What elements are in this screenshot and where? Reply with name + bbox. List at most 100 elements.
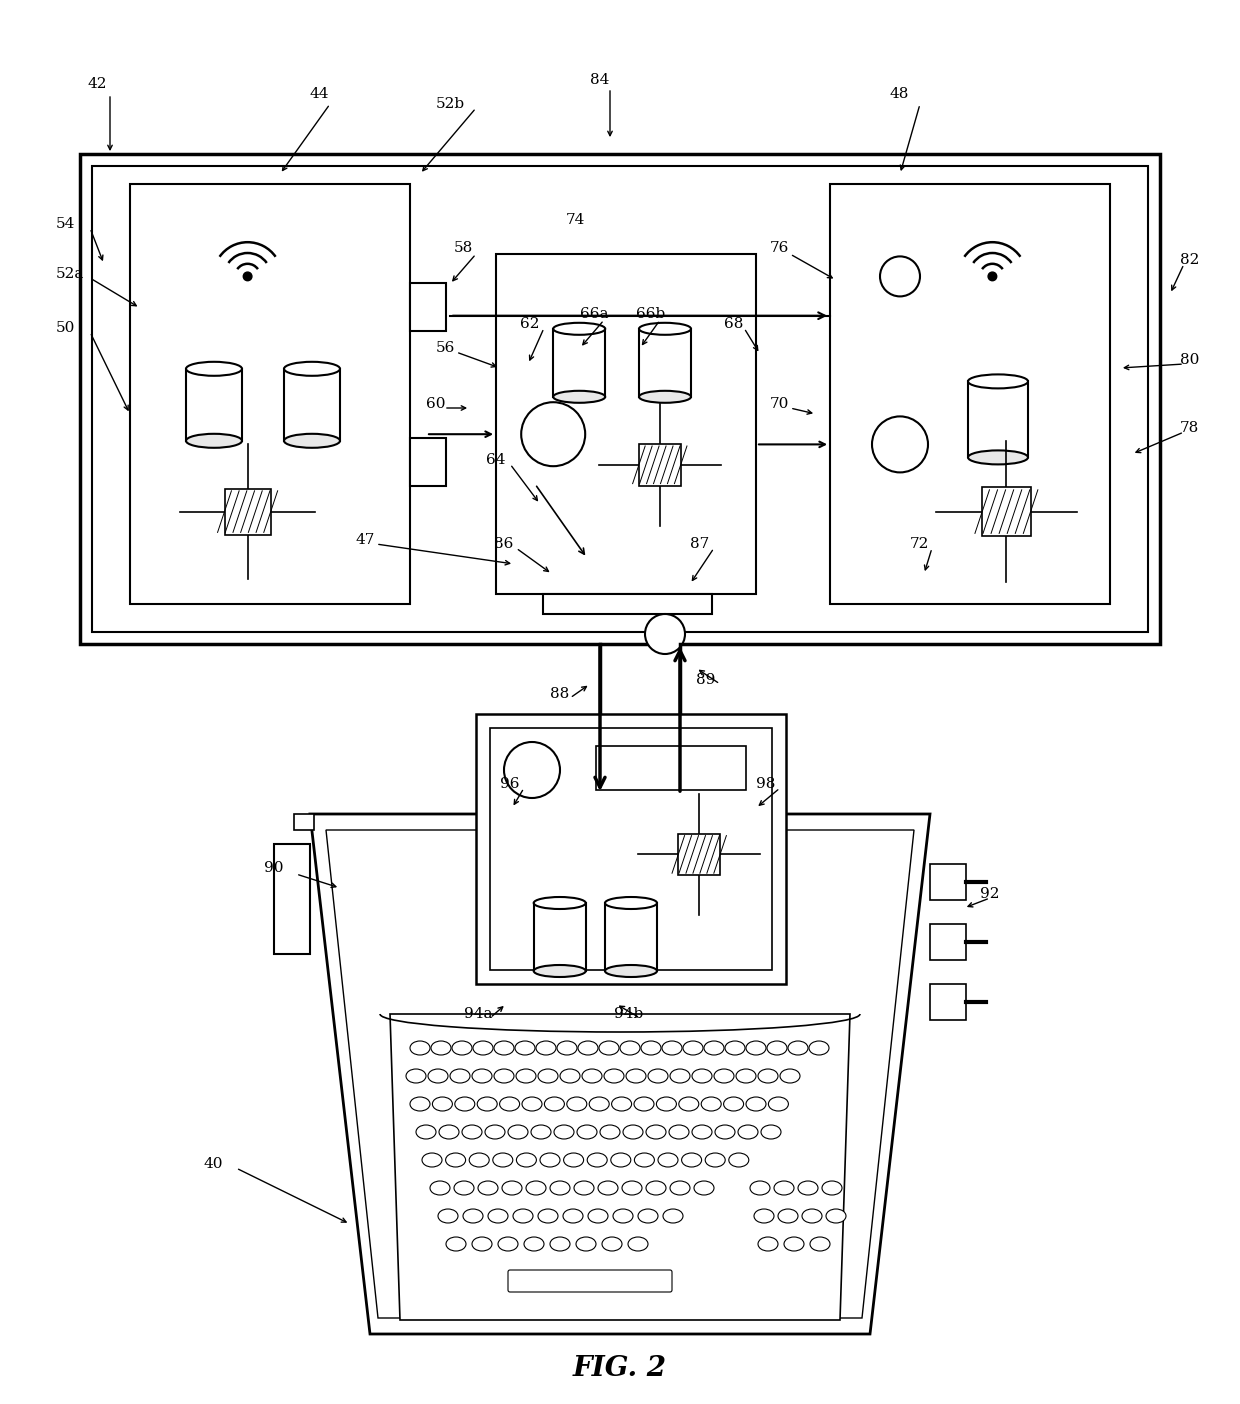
Text: 66a: 66a bbox=[580, 307, 609, 322]
Ellipse shape bbox=[746, 1097, 766, 1111]
Ellipse shape bbox=[492, 1153, 513, 1167]
Bar bbox=[410, 284, 446, 331]
Ellipse shape bbox=[539, 1153, 560, 1167]
Ellipse shape bbox=[186, 434, 242, 448]
Text: 72: 72 bbox=[910, 536, 929, 550]
Ellipse shape bbox=[605, 965, 657, 977]
Ellipse shape bbox=[626, 1068, 646, 1082]
Ellipse shape bbox=[428, 1068, 448, 1082]
Ellipse shape bbox=[538, 1068, 558, 1082]
Circle shape bbox=[243, 272, 252, 281]
Ellipse shape bbox=[692, 1068, 712, 1082]
Ellipse shape bbox=[622, 1181, 642, 1195]
Text: 94b: 94b bbox=[614, 1007, 644, 1021]
Ellipse shape bbox=[472, 1040, 494, 1054]
Ellipse shape bbox=[472, 1068, 492, 1082]
Ellipse shape bbox=[588, 1153, 608, 1167]
Ellipse shape bbox=[620, 1040, 640, 1054]
Ellipse shape bbox=[639, 1209, 658, 1223]
Ellipse shape bbox=[439, 1125, 459, 1139]
Ellipse shape bbox=[641, 1040, 661, 1054]
Bar bbox=[678, 834, 720, 875]
Text: 94a: 94a bbox=[464, 1007, 492, 1021]
Ellipse shape bbox=[774, 1181, 794, 1195]
Polygon shape bbox=[310, 814, 930, 1334]
Text: 56: 56 bbox=[436, 341, 455, 355]
Ellipse shape bbox=[582, 1068, 601, 1082]
Bar bbox=[81, 154, 1159, 644]
Ellipse shape bbox=[577, 1237, 596, 1251]
Polygon shape bbox=[930, 984, 966, 1019]
Ellipse shape bbox=[658, 1153, 678, 1167]
Polygon shape bbox=[930, 863, 966, 900]
Ellipse shape bbox=[704, 1040, 724, 1054]
Polygon shape bbox=[391, 1014, 849, 1320]
Bar bbox=[605, 903, 657, 972]
Ellipse shape bbox=[761, 1125, 781, 1139]
Ellipse shape bbox=[445, 1153, 465, 1167]
Ellipse shape bbox=[284, 434, 340, 448]
Ellipse shape bbox=[551, 1237, 570, 1251]
Ellipse shape bbox=[567, 1097, 587, 1111]
Ellipse shape bbox=[415, 1125, 436, 1139]
Ellipse shape bbox=[553, 390, 605, 403]
Ellipse shape bbox=[768, 1040, 787, 1054]
Text: 78: 78 bbox=[1180, 421, 1199, 435]
Text: 87: 87 bbox=[689, 536, 709, 550]
Ellipse shape bbox=[627, 1237, 649, 1251]
Ellipse shape bbox=[611, 1097, 631, 1111]
Ellipse shape bbox=[639, 323, 691, 334]
Ellipse shape bbox=[554, 1125, 574, 1139]
Ellipse shape bbox=[758, 1237, 777, 1251]
Ellipse shape bbox=[438, 1209, 458, 1223]
Ellipse shape bbox=[463, 1125, 482, 1139]
Circle shape bbox=[872, 417, 928, 472]
Ellipse shape bbox=[446, 1237, 466, 1251]
Ellipse shape bbox=[284, 362, 340, 376]
Bar bbox=[186, 369, 242, 441]
Ellipse shape bbox=[706, 1153, 725, 1167]
Ellipse shape bbox=[754, 1209, 774, 1223]
Text: 88: 88 bbox=[551, 687, 569, 701]
Ellipse shape bbox=[454, 1181, 474, 1195]
Text: 98: 98 bbox=[756, 776, 775, 790]
Bar bbox=[284, 369, 340, 441]
Ellipse shape bbox=[601, 1237, 622, 1251]
Ellipse shape bbox=[780, 1068, 800, 1082]
Ellipse shape bbox=[455, 1097, 475, 1111]
Text: 80: 80 bbox=[1180, 352, 1199, 366]
Ellipse shape bbox=[777, 1209, 799, 1223]
Ellipse shape bbox=[450, 1068, 470, 1082]
Ellipse shape bbox=[694, 1181, 714, 1195]
Text: 89: 89 bbox=[696, 673, 715, 687]
Ellipse shape bbox=[577, 1125, 596, 1139]
Ellipse shape bbox=[662, 1040, 682, 1054]
Ellipse shape bbox=[799, 1181, 818, 1195]
Ellipse shape bbox=[784, 1237, 804, 1251]
Text: 68: 68 bbox=[724, 317, 743, 331]
Ellipse shape bbox=[433, 1097, 453, 1111]
Ellipse shape bbox=[646, 1181, 666, 1195]
Ellipse shape bbox=[758, 1068, 777, 1082]
Ellipse shape bbox=[588, 1209, 608, 1223]
Ellipse shape bbox=[701, 1097, 722, 1111]
Ellipse shape bbox=[522, 1097, 542, 1111]
Ellipse shape bbox=[683, 1040, 703, 1054]
Ellipse shape bbox=[494, 1040, 515, 1054]
Ellipse shape bbox=[557, 1040, 577, 1054]
Bar bbox=[596, 746, 746, 790]
Bar bbox=[130, 184, 410, 604]
Ellipse shape bbox=[485, 1125, 505, 1139]
Ellipse shape bbox=[405, 1068, 427, 1082]
Text: 86: 86 bbox=[494, 536, 513, 550]
Ellipse shape bbox=[544, 1097, 564, 1111]
Ellipse shape bbox=[724, 1097, 744, 1111]
Ellipse shape bbox=[663, 1209, 683, 1223]
Text: 50: 50 bbox=[56, 322, 76, 336]
Ellipse shape bbox=[600, 1125, 620, 1139]
Ellipse shape bbox=[531, 1125, 551, 1139]
Ellipse shape bbox=[714, 1068, 734, 1082]
Ellipse shape bbox=[729, 1153, 749, 1167]
Ellipse shape bbox=[639, 390, 691, 403]
Ellipse shape bbox=[678, 1097, 699, 1111]
